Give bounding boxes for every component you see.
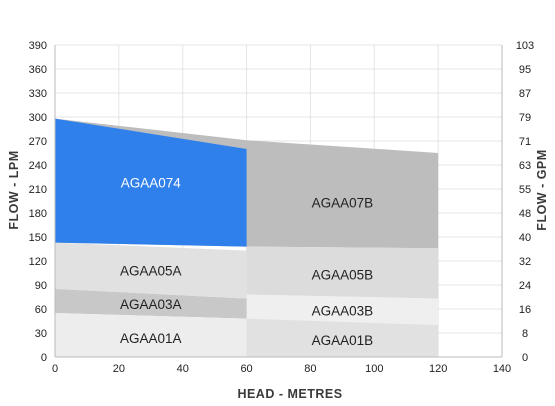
region-agaa05b <box>246 246 439 299</box>
region-agaa01a <box>55 313 247 357</box>
y-tick-label: 0 <box>41 352 47 364</box>
y-tick-label: 390 <box>29 40 47 52</box>
region-label-agaa03a: AGAA03A <box>120 297 182 312</box>
x-tick-label: 120 <box>429 363 447 375</box>
x-tick-label: 20 <box>113 363 125 375</box>
y2-tick-label: 95 <box>519 64 531 76</box>
chart-regions <box>55 118 439 357</box>
y2-tick-label: 48 <box>519 208 531 220</box>
y2-tick-label: 40 <box>519 232 531 244</box>
x-tick-label: 100 <box>365 363 383 375</box>
x-tick-label: 60 <box>240 363 252 375</box>
x-tick-label: 80 <box>304 363 316 375</box>
region-agaa074 <box>55 118 247 247</box>
region-label-agaa07b: AGAA07B <box>312 196 374 211</box>
y2-tick-label: 79 <box>519 112 531 124</box>
region-label-agaa074: AGAA074 <box>121 176 182 191</box>
y2-tick-label: 55 <box>519 184 531 196</box>
y-tick-label: 150 <box>29 232 47 244</box>
region-agaa01b <box>246 318 439 357</box>
y-tick-label: 210 <box>29 184 47 196</box>
x-tick-label: 40 <box>177 363 189 375</box>
y-tick-label: 90 <box>35 280 47 292</box>
y-tick-label: 60 <box>35 304 47 316</box>
y2-tick-label: 24 <box>519 280 531 292</box>
region-label-agaa01b: AGAA01B <box>312 333 374 348</box>
y-tick-label: 120 <box>29 256 47 268</box>
region-label-agaa01a: AGAA01A <box>120 331 182 346</box>
region-agaa03b <box>246 294 439 325</box>
y-axis-title: FLOW - LPM <box>7 150 21 229</box>
y2-tick-label: 0 <box>522 352 528 364</box>
region-agaa05a <box>55 242 247 299</box>
region-label-agaa05a: AGAA05A <box>120 264 182 279</box>
y2-tick-label: 63 <box>519 160 531 172</box>
y2-tick-label: 32 <box>519 256 531 268</box>
x-tick-label: 140 <box>493 363 511 375</box>
x-axis-title: HEAD - METRES <box>237 387 342 401</box>
y-tick-label: 270 <box>29 136 47 148</box>
region-label-agaa05b: AGAA05B <box>312 268 374 283</box>
y-tick-label: 360 <box>29 64 47 76</box>
x-tick-label: 0 <box>52 363 58 375</box>
y2-tick-label: 103 <box>516 40 534 52</box>
y-tick-label: 30 <box>35 328 47 340</box>
y-tick-label: 330 <box>29 88 47 100</box>
y-tick-label: 300 <box>29 112 47 124</box>
y-tick-label: 240 <box>29 160 47 172</box>
region-agaa03a <box>55 289 247 319</box>
y-tick-label: 180 <box>29 208 47 220</box>
y2-tick-label: 71 <box>519 136 531 148</box>
region-labels: AGAA07B AGAA05B AGAA03B AGAA01B AGAA05A AGAA0… <box>120 176 373 349</box>
region-label-agaa03b: AGAA03B <box>312 304 374 319</box>
y2-axis-title: FLOW - GPM <box>535 149 549 230</box>
y2-tick-label: 8 <box>522 328 528 340</box>
y2-tick-label: 16 <box>519 304 531 316</box>
y2-tick-label: 87 <box>519 88 531 100</box>
